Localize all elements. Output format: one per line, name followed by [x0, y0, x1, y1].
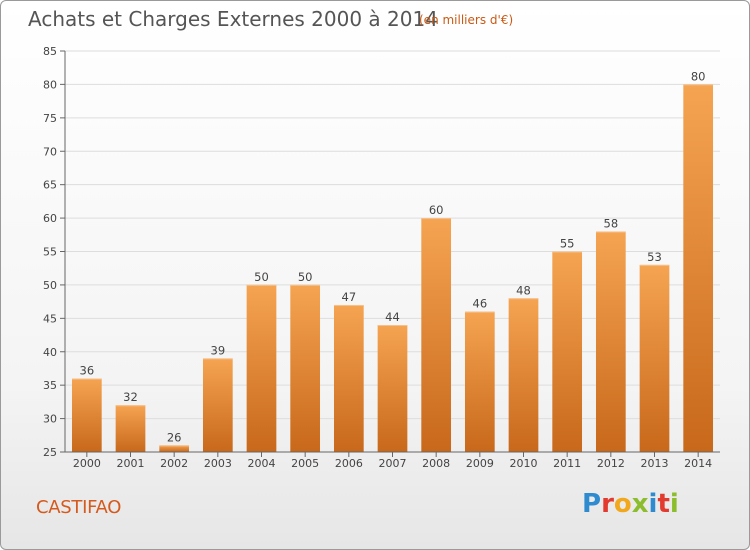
- unit-label: (en milliers d'€): [419, 13, 514, 27]
- bar[interactable]: [508, 298, 539, 452]
- bar-value-label: 58: [604, 216, 619, 230]
- x-tick-label: 2010: [510, 457, 538, 470]
- bar-value-label: 26: [167, 430, 182, 444]
- x-tick-label: 2011: [553, 457, 581, 470]
- x-tick-label: 2009: [466, 457, 494, 470]
- x-tick-label: 2000: [73, 457, 101, 470]
- y-tick-label: 60: [43, 212, 57, 225]
- bar-value-label: 50: [254, 270, 269, 284]
- logo-letter: r: [601, 489, 614, 519]
- y-tick-label: 40: [43, 346, 57, 359]
- y-tick-label: 30: [43, 413, 57, 426]
- bar[interactable]: [595, 231, 626, 452]
- x-tick-label: 2002: [160, 457, 188, 470]
- logo-letter: i: [648, 489, 658, 519]
- bar[interactable]: [683, 84, 714, 453]
- bar-value-label: 50: [298, 270, 313, 284]
- bar[interactable]: [333, 304, 364, 452]
- bar-value-label: 80: [691, 69, 706, 83]
- y-tick-label: 25: [43, 446, 57, 459]
- x-tick-label: 2001: [117, 457, 145, 470]
- x-tick-label: 2012: [597, 457, 625, 470]
- y-tick-label: 85: [43, 45, 57, 58]
- logo-letter: t: [657, 489, 670, 519]
- commune-name: CASTIFAO: [36, 497, 122, 518]
- bar-value-label: 47: [342, 290, 357, 304]
- bar-value-label: 32: [123, 390, 138, 404]
- bar-value-label: 39: [211, 343, 226, 357]
- bar-value-label: 46: [473, 297, 488, 311]
- bar[interactable]: [71, 378, 102, 452]
- bar[interactable]: [246, 284, 277, 452]
- bar[interactable]: [159, 445, 190, 452]
- bar-value-label: 53: [647, 250, 662, 264]
- bar[interactable]: [421, 218, 452, 452]
- logo-letter: P: [582, 489, 602, 519]
- x-tick-label: 2006: [335, 457, 363, 470]
- bar[interactable]: [377, 325, 408, 452]
- bar[interactable]: [552, 251, 583, 453]
- y-tick-label: 35: [43, 379, 57, 392]
- y-tick-label: 45: [43, 312, 57, 325]
- y-tick-label: 70: [43, 145, 57, 158]
- bar-value-label: 60: [429, 203, 444, 217]
- bar[interactable]: [464, 311, 495, 452]
- x-tick-label: 2014: [684, 457, 712, 470]
- logo-letter: i: [669, 489, 679, 519]
- y-tick-label: 80: [43, 78, 57, 91]
- proxiti-logo[interactable]: Proxiti: [582, 489, 679, 519]
- bar-value-label: 36: [80, 363, 95, 377]
- bar-value-label: 55: [560, 237, 575, 251]
- y-tick-label: 75: [43, 112, 57, 125]
- x-tick-label: 2008: [422, 457, 450, 470]
- x-tick-label: 2005: [291, 457, 319, 470]
- x-tick-label: 2007: [379, 457, 407, 470]
- bar[interactable]: [115, 405, 146, 452]
- x-tick-label: 2013: [641, 457, 669, 470]
- bar-value-label: 44: [385, 310, 400, 324]
- x-tick-label: 2004: [248, 457, 276, 470]
- logo-letter: o: [613, 489, 632, 519]
- bar[interactable]: [202, 358, 233, 452]
- x-tick-label: 2003: [204, 457, 232, 470]
- logo-letter: x: [631, 489, 649, 519]
- bar-value-label: 48: [516, 283, 531, 297]
- chart-title: Achats et Charges Externes 2000 à 2014: [28, 7, 438, 31]
- bar[interactable]: [290, 284, 321, 452]
- bar[interactable]: [639, 264, 670, 452]
- y-tick-label: 65: [43, 179, 57, 192]
- y-tick-label: 55: [43, 246, 57, 259]
- y-tick-label: 50: [43, 279, 57, 292]
